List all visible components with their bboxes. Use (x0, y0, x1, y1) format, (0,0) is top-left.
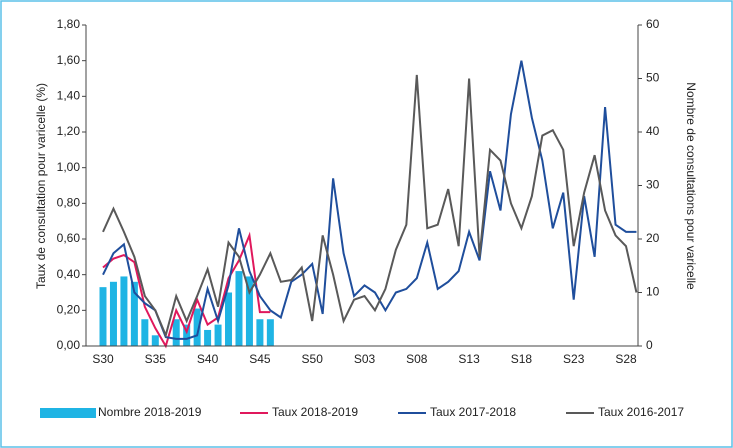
x-tick-label: S28 (615, 352, 637, 366)
y2-tick-label: 40 (646, 124, 660, 138)
x-tick-label: S50 (302, 352, 324, 366)
y2-axis-label: Nombre de consultations pour varicelle (684, 82, 698, 290)
y2-tick-label: 30 (646, 178, 660, 192)
bar (130, 281, 138, 346)
legend-label: Taux 2016-2017 (598, 405, 684, 419)
legend-label: Taux 2018-2019 (272, 405, 358, 419)
bar (193, 308, 201, 346)
legend-label: Nombre 2018-2019 (98, 405, 202, 419)
bar (151, 335, 159, 346)
y2-tick-label: 0 (646, 338, 653, 352)
y2-tick-label: 50 (646, 71, 660, 85)
x-tick-label: S03 (354, 352, 376, 366)
x-tick-label: S35 (145, 352, 167, 366)
x-tick-label: S13 (458, 352, 480, 366)
y2-tick-label: 60 (646, 17, 660, 31)
y-tick-label: 1,00 (57, 160, 81, 174)
bar (172, 319, 180, 346)
line (102, 231, 271, 349)
bar (183, 324, 191, 346)
line (102, 60, 637, 340)
x-tick-label: S08 (406, 352, 428, 366)
y2-tick-label: 10 (646, 285, 660, 299)
bar (214, 324, 222, 346)
y-tick-label: 1,40 (57, 89, 81, 103)
line (102, 74, 638, 339)
y-tick-label: 0,80 (57, 196, 81, 210)
bar (235, 271, 243, 346)
bar (225, 292, 233, 346)
bar (256, 319, 264, 346)
y-axis-label: Taux de consultation pour varicelle (%) (34, 83, 48, 289)
x-tick-label: S23 (563, 352, 585, 366)
bar (99, 287, 107, 346)
y-tick-label: 0,40 (57, 267, 81, 281)
y-tick-label: 1,80 (57, 17, 81, 31)
y-tick-label: 0,60 (57, 231, 81, 245)
y2-tick-label: 20 (646, 231, 660, 245)
y-tick-label: 0,00 (57, 338, 81, 352)
x-tick-label: S30 (92, 352, 114, 366)
y-tick-label: 1,20 (57, 124, 81, 138)
bar (266, 319, 274, 346)
bar (204, 329, 212, 346)
x-tick-label: S45 (249, 352, 271, 366)
bar (141, 319, 149, 346)
x-tick-label: S18 (511, 352, 533, 366)
bar (120, 276, 128, 346)
legend-label: Taux 2017-2018 (430, 405, 516, 419)
bar (109, 281, 117, 346)
bar (245, 276, 253, 346)
x-tick-label: S40 (197, 352, 219, 366)
y-tick-label: 1,60 (57, 53, 81, 67)
legend-swatch (40, 408, 96, 418)
y-tick-label: 0,20 (57, 303, 81, 317)
